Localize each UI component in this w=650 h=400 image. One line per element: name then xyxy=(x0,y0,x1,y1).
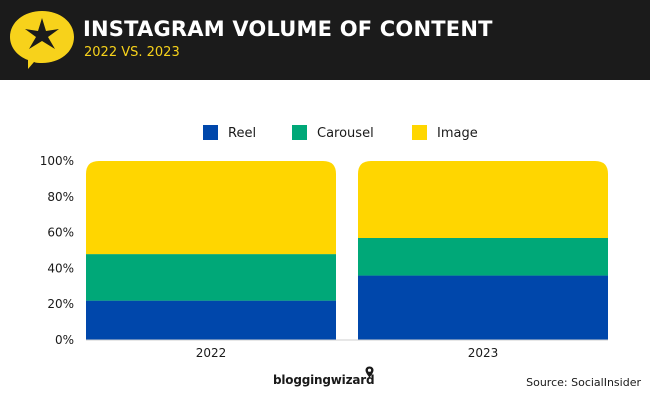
bar-segment-image-2022 xyxy=(86,161,336,255)
header-banner: INSTAGRAM VOLUME OF CONTENT 2022 VS. 202… xyxy=(0,0,650,80)
y-tick-label: 60% xyxy=(47,226,74,240)
page-subtitle: 2022 VS. 2023 xyxy=(84,45,180,60)
bar-segment-image-2023 xyxy=(358,161,608,238)
map-pin-icon xyxy=(365,366,374,378)
legend-label-reel: Reel xyxy=(228,126,256,141)
brand-logo-text: bloggingwizard xyxy=(273,373,375,387)
bar-segment-carousel-2022 xyxy=(86,254,336,301)
x-tick-label: 2023 xyxy=(468,346,499,360)
page-title: INSTAGRAM VOLUME OF CONTENT xyxy=(83,17,493,41)
bar-segment-reel-2022 xyxy=(86,300,336,340)
y-tick-label: 0% xyxy=(55,333,74,347)
star-speech-bubble-icon xyxy=(10,11,74,69)
y-axis: 0% 20% 40% 60% 80% 100% xyxy=(40,154,74,347)
stacked-bar-chart: Reel Carousel Image 0% 20% 40% 60% 80% 100% 202… xyxy=(40,125,608,360)
y-tick-label: 40% xyxy=(47,261,74,275)
y-tick-label: 20% xyxy=(47,297,74,311)
y-tick-label: 80% xyxy=(47,190,74,204)
bars xyxy=(86,161,608,340)
x-axis: 2022 2023 xyxy=(86,339,608,360)
legend-swatch-carousel xyxy=(292,125,307,140)
legend-label-image: Image xyxy=(437,126,478,141)
chart-legend: Reel Carousel Image xyxy=(203,125,478,141)
source-note: Source: SocialInsider xyxy=(526,376,641,389)
bar-segment-reel-2023 xyxy=(358,275,608,340)
bar-segment-carousel-2023 xyxy=(358,237,608,276)
x-tick-label: 2022 xyxy=(196,346,227,360)
legend-swatch-image xyxy=(412,125,427,140)
legend-swatch-reel xyxy=(203,125,218,140)
y-tick-label: 100% xyxy=(40,154,74,168)
legend-label-carousel: Carousel xyxy=(317,126,374,141)
